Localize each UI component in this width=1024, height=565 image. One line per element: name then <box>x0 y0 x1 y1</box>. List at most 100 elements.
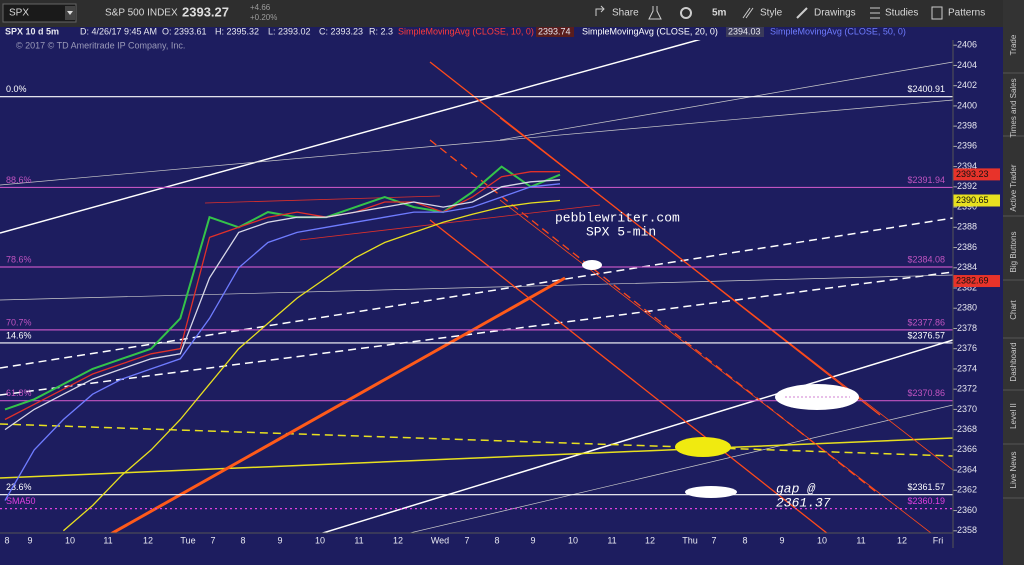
y-tick-label: 2378 <box>957 323 977 333</box>
side-tab[interactable]: Dashboard <box>1009 342 1018 381</box>
x-tick-label: 12 <box>393 535 403 545</box>
y-tick-label: 2374 <box>957 363 977 373</box>
y-tick-label: 2392 <box>957 181 977 191</box>
toolbar <box>0 0 1024 27</box>
side-tab[interactable]: Active Trader <box>1009 164 1018 211</box>
symbol: SPX <box>9 8 29 19</box>
price-flag-label: 2390.65 <box>956 195 989 205</box>
drawings-button[interactable]: Drawings <box>814 8 856 19</box>
series-line <box>62 199 561 532</box>
trend-line <box>0 40 701 234</box>
y-tick-label: 2382 <box>957 282 977 292</box>
x-tick-label: 8 <box>240 535 245 545</box>
x-tick-label: Wed <box>431 535 449 545</box>
level-label: 61.8% <box>6 388 32 398</box>
y-tick-label: 2400 <box>957 100 977 110</box>
y-tick-label: 2404 <box>957 60 977 70</box>
x-tick-label: 10 <box>315 535 325 545</box>
info-field: O: 2393.61 <box>162 26 207 36</box>
y-tick-label: 2362 <box>957 485 977 495</box>
y-tick-label: 2386 <box>957 242 977 252</box>
last-price: 2393.27 <box>182 4 229 19</box>
trend-line <box>0 423 953 457</box>
x-tick-label: 9 <box>530 535 535 545</box>
studies-button[interactable]: Studies <box>885 8 918 19</box>
info-field: R: 2.3 <box>369 26 393 36</box>
side-tab[interactable]: Live News <box>1009 452 1018 489</box>
share-button[interactable]: Share <box>612 8 639 19</box>
side-tab[interactable]: Times and Sales <box>1009 78 1018 137</box>
level-value: $2360.19 <box>907 496 945 506</box>
series-line <box>4 179 561 431</box>
annotation: SPX 5-min <box>586 224 656 239</box>
info-field: C: 2393.23 <box>319 26 363 36</box>
info-field: D: 4/26/17 9:45 AM <box>80 26 157 36</box>
x-tick-label: 9 <box>277 535 282 545</box>
axes: 2358 2360 2362 2364 2366 2368 2370 2372 2374 2376… <box>0 40 1000 548</box>
y-tick-label: 2366 <box>957 444 977 454</box>
timeframe-button[interactable]: 5m <box>712 8 727 19</box>
patterns-icon <box>931 6 943 20</box>
target-marker <box>582 260 602 270</box>
side-tab[interactable]: Chart <box>1009 299 1018 319</box>
side-panel <box>1003 0 1024 565</box>
side-tab[interactable]: Trade <box>1009 34 1018 55</box>
trend-line <box>0 99 953 186</box>
y-tick-label: 2370 <box>957 404 977 414</box>
y-tick-label: 2376 <box>957 343 977 353</box>
style-button[interactable]: Style <box>760 8 783 19</box>
channel-line <box>299 204 601 241</box>
y-tick-label: 2388 <box>957 222 977 232</box>
series-line <box>4 183 561 501</box>
plot: 0.0% $2400.91 88.6% $2391.94 78.6% $2384.08 70… <box>0 84 953 532</box>
study-legend: SimpleMovingAvg (CLOSE, 10, 0) 2393.74 Sim… <box>398 26 906 37</box>
symbol-box[interactable] <box>2 3 77 23</box>
level-value: $2361.57 <box>907 482 945 492</box>
study-name: SimpleMovingAvg (CLOSE, 10, 0) <box>398 26 534 36</box>
drawings <box>0 40 953 533</box>
share-icon <box>595 5 605 16</box>
y-tick-label: 2396 <box>957 141 977 151</box>
level-value: $2384.08 <box>907 254 945 264</box>
settings-button[interactable] <box>680 7 692 19</box>
x-tick-label: 11 <box>103 535 112 545</box>
y-tick-label: 2358 <box>957 525 977 535</box>
channel-line <box>499 199 932 533</box>
x-tick-label: 11 <box>354 535 363 545</box>
copyright: © 2017 © TD Ameritrade IP Company, Inc. <box>16 40 185 50</box>
channel-line <box>499 117 953 471</box>
x-tick-label: 8 <box>742 535 747 545</box>
y-tick-label: 2380 <box>957 303 977 313</box>
side-tab[interactable]: Big Buttons <box>1009 232 1018 273</box>
side-tab[interactable]: Level II <box>1009 403 1018 429</box>
side-tabs: Trade Times and Sales Active Trader Big But… <box>1003 34 1024 499</box>
y-tick-label: 2384 <box>957 262 977 272</box>
series-line <box>4 171 560 421</box>
y-tick-label: 2402 <box>957 80 977 90</box>
change: +4.66 <box>250 3 271 12</box>
patterns-button[interactable]: Patterns <box>948 8 985 19</box>
channel-line <box>204 195 441 204</box>
gap-marker <box>685 486 737 498</box>
x-tick-label: Thu <box>682 535 698 545</box>
flask-button[interactable] <box>648 6 662 20</box>
x-tick-label: 12 <box>897 535 907 545</box>
trend-line <box>0 274 953 301</box>
annotation: gap @ <box>776 481 815 496</box>
level-value: $2400.91 <box>907 84 945 94</box>
chart-title: SPX 10 d 5m <box>5 26 59 36</box>
study-name: SimpleMovingAvg (CLOSE, 50, 0) <box>770 26 906 36</box>
x-tick-label: 12 <box>645 535 655 545</box>
x-tick-label: 7 <box>711 535 716 545</box>
level-label: 78.6% <box>6 254 32 264</box>
x-tick-label: 11 <box>856 535 865 545</box>
target-marker <box>675 437 731 457</box>
price-flag <box>953 194 1000 207</box>
trend-line <box>0 437 953 479</box>
level-label: 70.7% <box>6 317 32 327</box>
description: S&P 500 INDEX <box>105 8 178 19</box>
y-tick-label: 2364 <box>957 464 977 474</box>
level-value: $2370.86 <box>907 388 945 398</box>
trend-line <box>109 276 566 533</box>
x-tick-label: 10 <box>568 535 578 545</box>
